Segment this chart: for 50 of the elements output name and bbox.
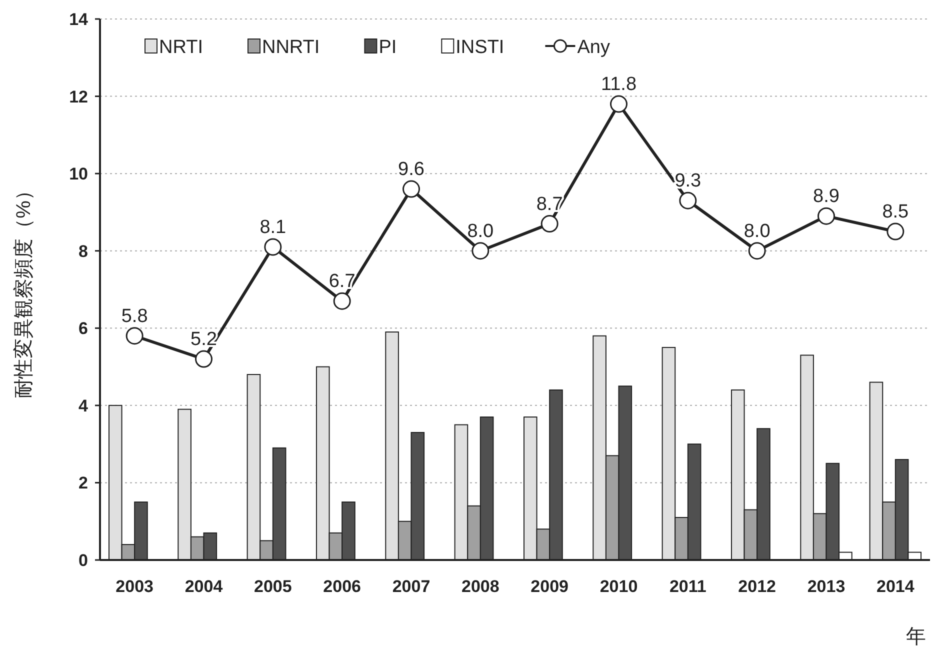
data-label: 8.5	[882, 202, 909, 223]
x-tick-label: 2009	[530, 577, 568, 596]
point	[402, 180, 420, 198]
x-tick-label: 2011	[669, 577, 706, 596]
point	[333, 292, 351, 310]
point	[472, 242, 490, 260]
point	[195, 350, 212, 368]
data-label: 8.0	[467, 220, 494, 242]
y-tick-label: 14	[69, 10, 89, 29]
legend-label: NNRTI	[262, 37, 320, 58]
x-tick-label: 2008	[462, 577, 500, 596]
y-axis-title: 耐性変異観察頻度（%）	[12, 180, 35, 398]
y-tick-label: 0	[78, 551, 88, 570]
legend-label: PI	[378, 37, 397, 58]
y-tick-label: 2	[78, 474, 88, 493]
data-label: 6.7	[328, 271, 356, 292]
y-tick-label: 12	[69, 87, 88, 106]
data-label: 8.1	[260, 216, 286, 238]
data-label: 8.0	[744, 220, 770, 242]
x-axis-title: 年	[906, 626, 926, 648]
point	[886, 222, 904, 240]
y-tick-label: 4	[78, 396, 89, 416]
y-tick-label: 10	[69, 164, 88, 184]
data-label: 11.8	[600, 74, 637, 96]
x-tick-label: 2010	[600, 577, 638, 596]
point	[264, 238, 282, 256]
data-label: 5.8	[121, 306, 148, 327]
x-tick-label: 2012	[738, 577, 776, 596]
x-tick-label: 2013	[807, 577, 846, 596]
y-tick-label: 8	[78, 242, 88, 261]
point	[679, 192, 697, 210]
legend-label: NRTI	[159, 37, 203, 58]
x-tick-label: 2014	[876, 577, 915, 596]
x-tick-label: 2007	[392, 577, 430, 596]
point	[748, 242, 766, 260]
data-label: 9.3	[674, 170, 702, 192]
x-tick-label: 2004	[184, 577, 224, 596]
data-label: 8.9	[813, 186, 840, 208]
legend-label: INSTI	[456, 37, 504, 58]
data-label: 5.2	[190, 329, 217, 350]
x-tick-label: 2003	[116, 577, 154, 596]
point	[126, 327, 144, 345]
x-tick-label: 2005	[254, 577, 292, 596]
point	[818, 207, 835, 225]
data-label: 9.6	[398, 159, 424, 180]
point	[610, 95, 628, 113]
legend-label: Any	[577, 37, 610, 58]
x-tick-label: 2006	[323, 577, 361, 596]
y-tick-label: 6	[78, 319, 88, 338]
point	[540, 215, 558, 233]
